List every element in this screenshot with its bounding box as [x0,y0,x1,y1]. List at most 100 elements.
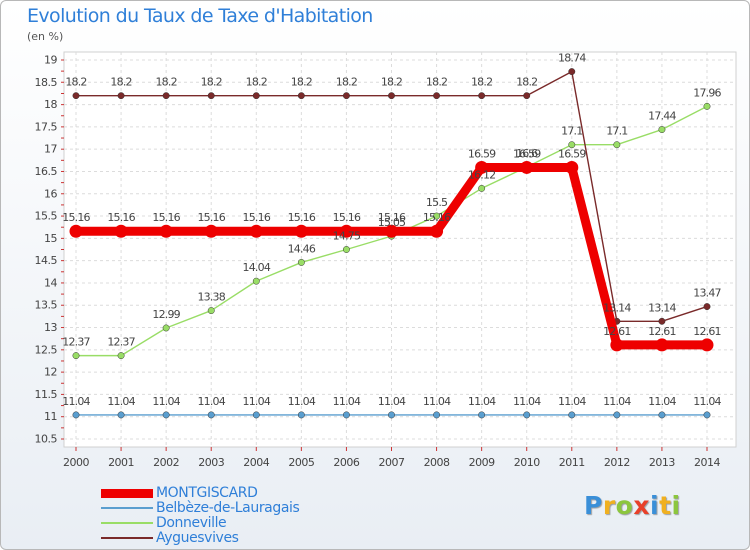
x-tick-label: 2006 [333,456,359,469]
chart-title: Evolution du Taux de Taxe d'Habitation [27,5,373,27]
data-point [658,317,666,325]
data-point [207,92,215,100]
data-point [204,224,218,238]
data-point [658,411,666,419]
data-label: 11.04 [107,395,135,408]
data-point [478,184,486,192]
data-label: 18.2 [516,76,537,89]
data-point [388,92,395,100]
legend-item: Belbèze-de-Lauragais [101,501,401,516]
data-label: 15.16 [107,211,135,224]
y-tick-label: 13 [44,321,57,334]
data-label: 16.59 [468,147,496,160]
data-point [568,141,576,149]
data-point [433,212,441,220]
data-point [703,102,711,110]
chart-subtitle: (en %) [27,30,64,43]
y-tick-label: 14.5 [35,254,58,267]
data-point [117,352,125,360]
data-point [294,224,308,238]
data-point [610,338,624,352]
legend-label: Donneville [156,515,227,531]
data-label: 18.2 [155,76,176,89]
data-point [655,338,669,352]
data-label: 15.16 [243,211,271,224]
y-tick-label: 15 [44,232,57,245]
y-tick-label: 17 [44,143,57,156]
data-label: 11.04 [333,395,361,408]
data-point [69,224,83,238]
data-label: 13.47 [693,287,721,300]
data-label: 15.16 [423,211,451,224]
data-point [252,411,260,419]
data-label: 17.1 [606,125,627,138]
logo-letter: o [615,491,634,520]
x-tick-label: 2001 [108,456,134,469]
data-point [117,411,125,419]
data-label: 11.04 [648,395,676,408]
data-label: 16.59 [558,147,586,160]
data-point [72,352,80,360]
data-label: 18.2 [201,76,222,89]
y-tick-label: 18.5 [35,76,58,89]
data-label: 11.04 [378,395,406,408]
data-label: 11.04 [62,395,90,408]
data-label: 14.75 [333,230,361,243]
data-label: 11.04 [513,395,541,408]
data-label: 18.2 [336,76,357,89]
data-point [478,92,486,100]
data-point [342,246,350,253]
logo-letter: i [650,491,660,520]
data-point [523,411,531,419]
data-point [342,92,350,100]
data-point [162,324,170,332]
data-point [520,160,534,174]
logo-letter: r [602,491,616,520]
data-label: 16.12 [468,168,496,181]
data-label: 15.16 [197,211,225,224]
data-label: 15.16 [62,211,90,224]
y-tick-label: 16 [44,187,57,200]
data-point [297,411,305,419]
legend-label: Ayguesvives [156,530,239,546]
data-point [207,307,215,315]
data-point [433,92,441,100]
data-label: 15.16 [152,211,180,224]
legend: MONTGISCARD Belbèze-de-Lauragais Donnevill… [101,486,401,546]
data-point [207,411,215,419]
data-label: 12.99 [152,308,180,321]
data-label: 14.04 [243,261,271,274]
data-label: 12.37 [107,336,135,349]
data-point [703,411,711,419]
x-tick-label: 2002 [153,456,179,469]
x-tick-label: 2013 [649,456,675,469]
data-label: 13.14 [603,301,631,314]
legend-item: Donneville [101,516,401,531]
y-tick-label: 16.5 [35,165,58,178]
x-tick-label: 2010 [514,456,540,469]
legend-label: Belbèze-de-Lauragais [156,500,300,516]
y-tick-label: 15.5 [35,210,58,223]
data-label: 18.2 [381,76,402,89]
data-label: 17.44 [648,110,676,123]
data-label: 18.2 [65,76,86,89]
x-tick-label: 2014 [694,456,720,469]
data-point [568,411,576,419]
x-tick-label: 2000 [63,456,89,469]
data-point [613,411,621,419]
data-label: 18.2 [110,76,131,89]
data-label: 18.74 [558,52,586,65]
data-point [72,411,80,419]
data-label: 11.04 [603,395,631,408]
logo-letter: i [671,491,681,520]
y-tick-label: 18 [44,98,57,111]
data-point [523,92,531,100]
legend-label: MONTGISCARD [156,485,258,501]
data-point [297,92,305,100]
data-point [388,411,395,419]
data-point [72,92,80,100]
logo-letter: P [584,491,603,520]
data-label: 16.59 [513,147,541,160]
data-label: 18.2 [471,76,492,89]
data-point [700,338,714,352]
